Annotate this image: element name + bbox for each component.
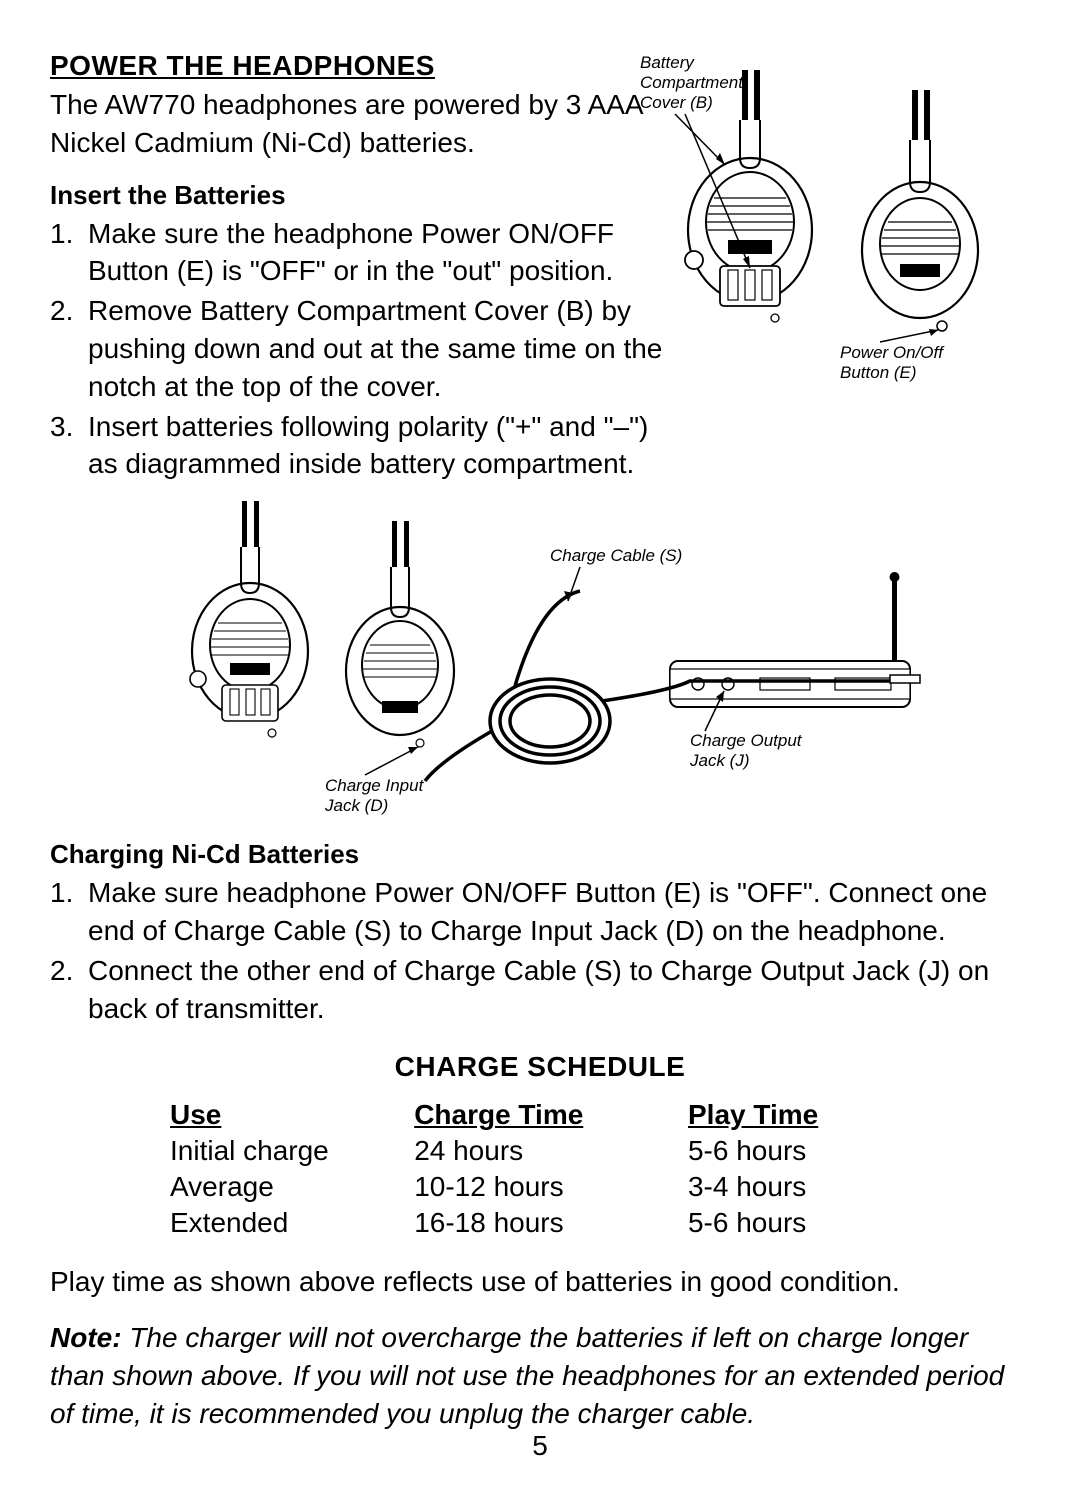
note-label: Note: [50,1322,122,1353]
intro-paragraph: The AW770 headphones are powered by 3 AA… [50,86,690,162]
charge-schedule-table: Use Charge Time Play Time Initial charge… [170,1097,910,1241]
manual-page: Battery Compartment Cover (B) Power On/O… [50,50,1030,1482]
note-body: The charger will not overcharge the batt… [50,1322,1004,1429]
playtime-note: Play time as shown above reflects use of… [50,1263,1030,1301]
charger-note: Note: The charger will not overcharge th… [50,1319,1030,1432]
label-charge-cable: Charge Cable (S) [550,546,682,565]
table-row: Average 10-12 hours 3-4 hours [170,1169,910,1205]
label-charge-output: Charge Output Jack (J) [689,731,806,770]
charge-schedule-title: CHARGE SCHEDULE [50,1051,1030,1083]
charging-heading: Charging Ni-Cd Batteries [50,839,1030,870]
list-item: Remove Battery Compartment Cover (B) by … [88,292,678,405]
table-header: Play Time [688,1097,910,1133]
list-item: Make sure the headphone Power ON/OFF But… [88,215,678,291]
table-header: Use [170,1097,414,1133]
table-row: Initial charge 24 hours 5-6 hours [170,1133,910,1169]
label-charge-input: Charge Input Jack (D) [324,776,428,815]
list-item: Insert batteries following polarity ("+"… [88,408,678,484]
label-power-button: Power On/Off Button (E) [840,343,948,382]
list-item: Make sure headphone Power ON/OFF Button … [88,874,1030,950]
charging-diagram: Charge Cable (S) Charge Output Jack (J) … [150,491,930,821]
label-battery-cover: Battery Compartment Cover (B) [640,53,748,112]
page-number: 5 [50,1430,1030,1462]
table-header: Charge Time [414,1097,688,1133]
table-row: Extended 16-18 hours 5-6 hours [170,1205,910,1241]
headphones-labeled-diagram-top: Battery Compartment Cover (B) Power On/O… [640,50,1030,390]
charging-steps-list: 1.Make sure headphone Power ON/OFF Butto… [50,874,1030,1027]
list-item: Connect the other end of Charge Cable (S… [88,952,1030,1028]
